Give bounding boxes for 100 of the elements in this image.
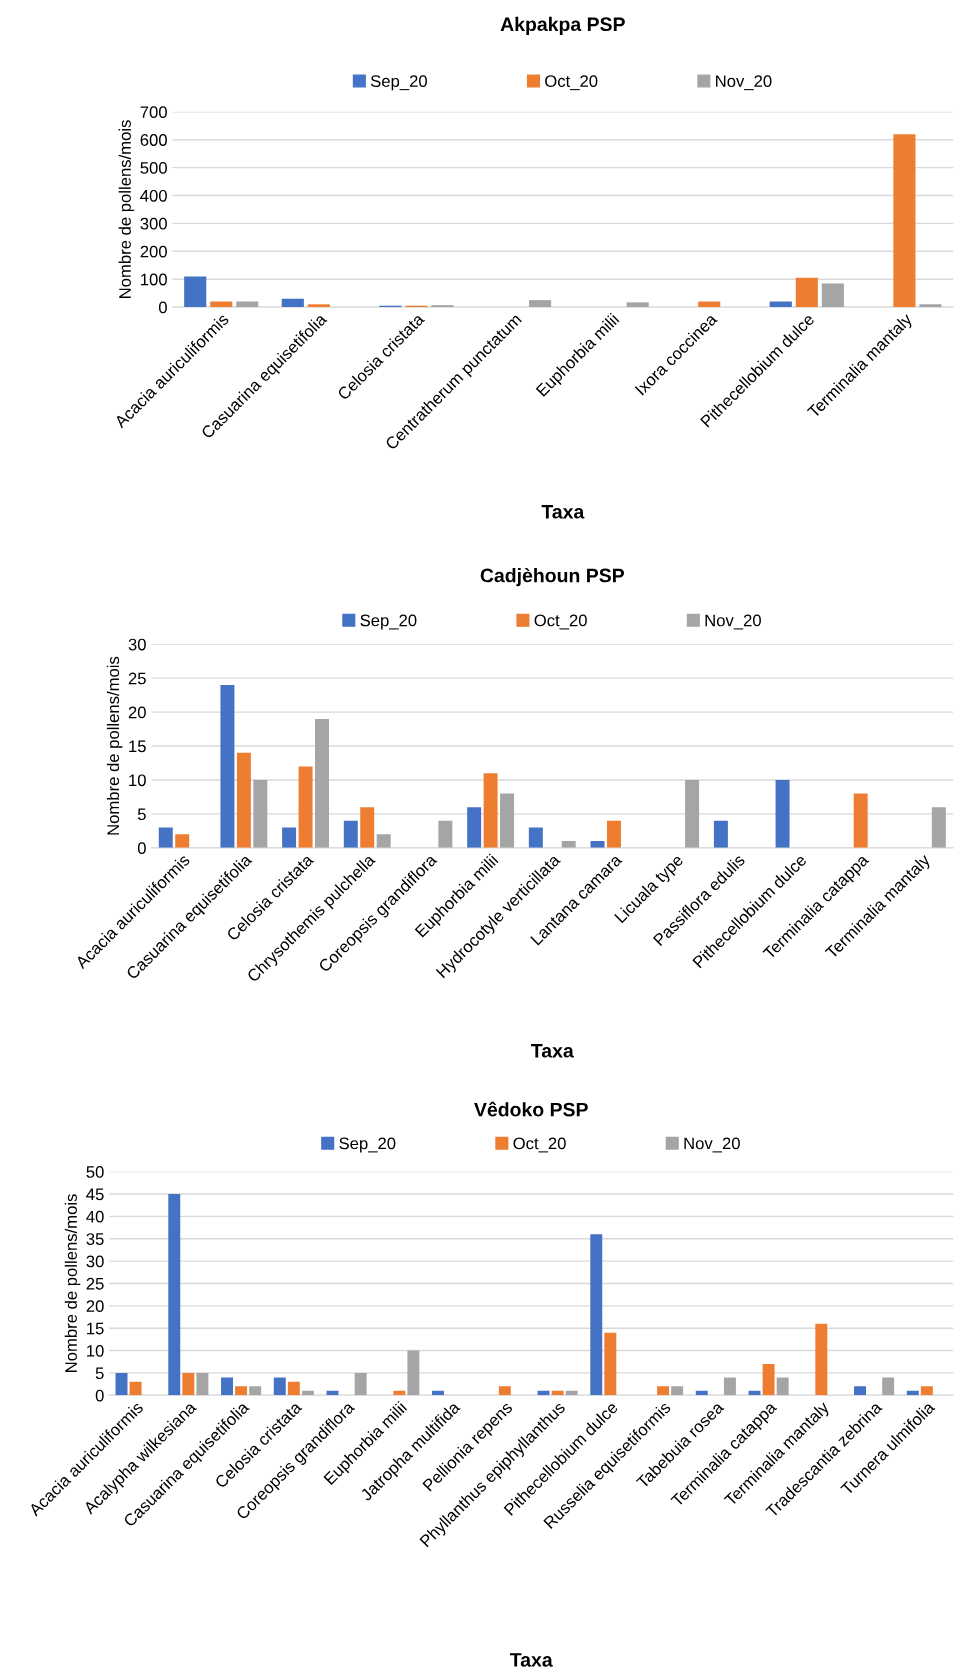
y-tick-label: 10	[87, 1344, 104, 1357]
bar	[776, 1377, 789, 1396]
y-tick-label: 400	[140, 189, 167, 202]
bar	[307, 304, 330, 308]
bar	[853, 793, 868, 848]
bar	[220, 684, 235, 848]
bar	[281, 298, 304, 308]
legend-label: Nov_20	[684, 1137, 740, 1153]
bar	[360, 807, 375, 848]
bar	[854, 1386, 866, 1396]
y-tick-label: 20	[86, 1300, 104, 1313]
bar	[713, 820, 728, 848]
bar	[920, 1386, 933, 1396]
bar	[815, 1323, 828, 1396]
y-axis-title: Nombre de pollens/mois	[118, 120, 135, 298]
chart-title: Vêdoko PSP	[474, 1101, 588, 1117]
y-tick-label: 10	[129, 774, 146, 787]
bar	[249, 1386, 262, 1396]
y-tick-label: 30	[128, 638, 146, 651]
y-tick-label: 20	[128, 706, 146, 719]
bar	[695, 1390, 708, 1396]
y-tick-label: 500	[140, 162, 167, 174]
bar	[184, 276, 207, 308]
bar	[821, 283, 844, 308]
bar	[158, 827, 173, 848]
legend-label: Oct_20	[534, 614, 587, 630]
y-tick-label: 25	[128, 672, 146, 685]
y-tick-label: 0	[137, 842, 146, 855]
bar	[893, 134, 916, 308]
bar	[129, 1381, 142, 1396]
y-tick-label: 25	[86, 1277, 104, 1290]
bar	[221, 1377, 233, 1396]
bar	[551, 1390, 564, 1396]
y-tick-label: 15	[87, 1322, 104, 1335]
bar	[671, 1386, 684, 1396]
bar	[723, 1377, 736, 1396]
bar	[115, 1372, 128, 1396]
legend-label: Sep_20	[339, 1137, 396, 1153]
bar	[906, 1390, 919, 1396]
bar	[590, 1234, 603, 1396]
bar	[235, 1386, 248, 1396]
bar	[298, 766, 313, 848]
chart-title: Cadjèhoun PSP	[480, 567, 625, 587]
bar	[175, 834, 190, 848]
bar	[528, 827, 543, 848]
bar	[432, 1390, 444, 1396]
bar	[528, 300, 552, 308]
y-tick-label: 600	[140, 134, 167, 146]
y-tick-label: 200	[140, 245, 167, 258]
bar	[196, 1372, 209, 1396]
bar	[393, 1390, 406, 1396]
bar	[762, 1363, 775, 1396]
x-axis-title: Taxa	[509, 1653, 553, 1667]
y-tick-label: 5	[95, 1367, 104, 1380]
bar	[407, 1350, 420, 1396]
bar	[775, 779, 790, 848]
bar	[604, 1332, 617, 1396]
bar	[626, 302, 649, 308]
bar	[795, 277, 818, 308]
chart-title: Akpakpa PSP	[500, 16, 625, 35]
x-axis-title: Taxa	[541, 505, 585, 519]
y-tick-label: 0	[95, 1389, 104, 1402]
bar	[315, 718, 329, 848]
bar	[438, 820, 453, 848]
bar	[498, 1386, 511, 1396]
bar	[376, 834, 391, 848]
bar	[282, 827, 297, 848]
y-tick-label: 300	[140, 217, 167, 230]
legend-label: Nov_20	[716, 75, 772, 91]
bar	[685, 779, 700, 848]
bar	[273, 1377, 286, 1396]
bar	[236, 752, 251, 848]
bar	[500, 793, 515, 848]
y-tick-label: 700	[140, 106, 167, 119]
y-tick-label: 40	[86, 1210, 104, 1223]
y-tick-label: 5	[137, 808, 146, 821]
bar	[565, 1390, 578, 1396]
y-tick-label: 0	[158, 301, 167, 314]
y-tick-label: 30	[86, 1255, 104, 1268]
bar	[354, 1372, 367, 1396]
bar	[287, 1381, 300, 1396]
y-tick-label: 100	[141, 273, 167, 286]
y-tick-label: 15	[129, 740, 146, 753]
y-axis-title: Nombre de pollens/mois	[64, 1194, 81, 1372]
bar	[343, 820, 358, 848]
legend-label: Oct_20	[513, 1137, 566, 1153]
bar	[467, 807, 482, 848]
legend-label: Oct_20	[545, 75, 598, 91]
y-axis-title: Nombre de pollens/mois	[106, 656, 123, 835]
legend-label: Sep_20	[360, 614, 417, 630]
bar	[483, 773, 498, 848]
x-axis-title: Taxa	[531, 1044, 574, 1058]
y-tick-label: 45	[86, 1188, 104, 1201]
y-tick-label: 35	[86, 1233, 104, 1245]
legend-label: Sep_20	[370, 75, 427, 91]
bar	[182, 1372, 195, 1396]
bar	[931, 807, 946, 848]
bar	[882, 1377, 895, 1396]
bar	[657, 1386, 670, 1396]
legend-label: Nov_20	[705, 614, 761, 630]
